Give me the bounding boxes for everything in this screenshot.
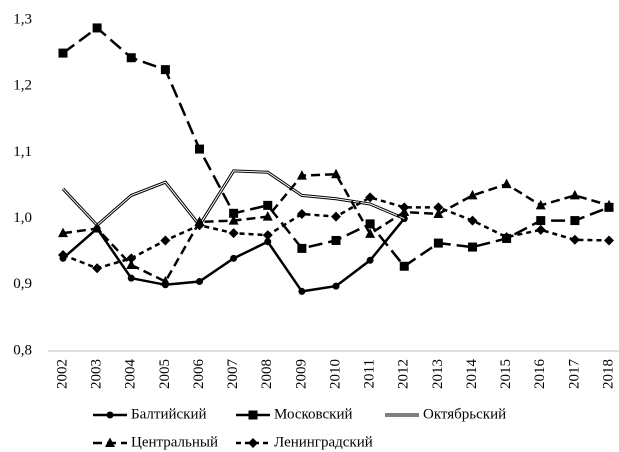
x-tick-label: 2010 [327, 359, 343, 389]
series-line-core [62, 170, 405, 227]
y-tick-label: 0,8 [13, 342, 32, 358]
point [296, 208, 307, 219]
y-tick-label: 0,9 [13, 276, 32, 292]
point [365, 228, 376, 238]
point [331, 168, 341, 179]
point [433, 202, 444, 213]
point [126, 259, 137, 269]
x-tick-label: 2014 [464, 359, 480, 390]
point [229, 208, 239, 218]
x-tick-label: 2012 [396, 359, 412, 389]
point [126, 53, 136, 63]
point [331, 235, 341, 245]
point [501, 232, 512, 243]
point [332, 282, 340, 290]
point [467, 189, 478, 200]
x-tick-label: 2018 [600, 359, 616, 389]
point [92, 223, 103, 233]
y-tick-label: 1,2 [13, 78, 32, 94]
y-tick-label: 1,1 [13, 144, 32, 160]
y-tick-label: 1,0 [13, 210, 32, 226]
point [263, 200, 273, 210]
legend-marker [106, 411, 114, 419]
point [569, 234, 580, 245]
point [127, 274, 135, 282]
point [569, 189, 580, 200]
point [604, 235, 614, 246]
point [468, 242, 477, 252]
point [195, 144, 204, 154]
point [58, 48, 68, 58]
point [535, 199, 546, 210]
point [433, 238, 443, 248]
point [194, 220, 205, 231]
point [92, 263, 103, 274]
x-tick-label: 2013 [430, 359, 446, 389]
point [501, 178, 512, 189]
legend-label: Октябрьский [423, 406, 506, 422]
point [297, 243, 307, 253]
point [570, 216, 580, 226]
point [604, 199, 614, 210]
point [535, 224, 546, 235]
point [160, 275, 171, 286]
y-tick-label: 1,3 [13, 11, 32, 27]
point [365, 192, 376, 203]
x-tick-label: 2008 [259, 359, 275, 389]
point [160, 65, 170, 75]
point [92, 23, 102, 33]
point [228, 228, 239, 239]
point [160, 235, 171, 246]
x-tick-label: 2005 [157, 359, 173, 389]
legend-label: Центральный [131, 434, 218, 450]
point [126, 253, 137, 264]
series-line [62, 26, 610, 268]
point [331, 211, 341, 222]
point [230, 254, 238, 262]
x-tick-label: 2002 [54, 359, 70, 389]
point [58, 250, 68, 261]
x-tick-label: 2017 [566, 359, 582, 390]
legend-label: Балтийский [131, 406, 207, 422]
x-tick-label: 2004 [123, 359, 139, 390]
point [365, 219, 375, 229]
legend-label: Ленинградский [274, 434, 373, 450]
legend-marker [248, 410, 258, 420]
series-line [62, 196, 610, 270]
point [196, 277, 203, 285]
point [366, 256, 374, 264]
series-line [62, 172, 610, 284]
x-tick-label: 2009 [293, 359, 309, 389]
point [399, 261, 409, 271]
point [296, 170, 307, 180]
point [262, 211, 273, 221]
point [298, 287, 306, 295]
x-tick-label: 2016 [532, 359, 548, 390]
point [536, 216, 546, 226]
point [58, 227, 68, 238]
x-tick-label: 2006 [191, 359, 207, 390]
x-tick-label: 2015 [498, 359, 514, 389]
x-tick-label: 2003 [89, 359, 105, 389]
legend-label: Московский [274, 406, 353, 422]
x-tick-label: 2011 [362, 359, 378, 388]
point [264, 238, 272, 246]
point [399, 202, 410, 213]
point [262, 230, 273, 241]
legend-marker [105, 437, 115, 447]
legend-marker [248, 438, 258, 448]
x-tick-label: 2007 [225, 359, 241, 390]
point [228, 215, 239, 225]
point [467, 215, 478, 226]
point [433, 208, 444, 218]
